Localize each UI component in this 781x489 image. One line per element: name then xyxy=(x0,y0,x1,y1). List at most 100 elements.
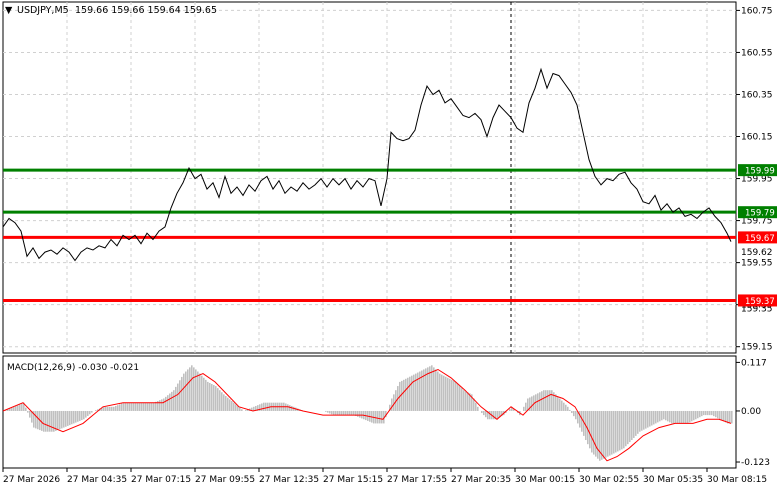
macd-bar xyxy=(419,371,421,411)
price-line xyxy=(2,67,732,262)
macd-bar xyxy=(421,370,423,411)
macd-bar xyxy=(531,396,533,411)
time-axis[interactable]: 27 Mar 2026 27 Mar 04:35 27 Mar 07:15 27 Ma… xyxy=(2,468,767,485)
macd-bar xyxy=(341,410,343,416)
macd-bar xyxy=(663,410,665,420)
macd-bar xyxy=(481,410,483,414)
macd-bar xyxy=(245,410,247,411)
macd-bar xyxy=(231,401,233,411)
macd-bar xyxy=(543,390,545,411)
macd-bar xyxy=(393,394,395,411)
time-tick-label: 27 Mar 20:35 xyxy=(451,475,511,485)
macd-bar xyxy=(117,405,119,411)
macd-bar xyxy=(233,402,235,411)
macd-bar xyxy=(95,410,97,411)
macd-bar xyxy=(681,410,683,424)
macd-bar xyxy=(351,410,353,416)
macd-bar xyxy=(561,400,563,411)
macd-bar xyxy=(89,410,91,415)
price-tick-label: 159.15 xyxy=(741,343,773,353)
macd-bar xyxy=(267,402,269,411)
macd-bar xyxy=(403,379,405,411)
macd-bar xyxy=(413,374,415,411)
price-panel[interactable] xyxy=(2,1,737,354)
macd-bar xyxy=(573,410,575,417)
macd-bar xyxy=(415,373,417,411)
macd-bar xyxy=(349,410,351,416)
macd-bar xyxy=(575,410,577,420)
macd-bar xyxy=(509,408,511,411)
macd-bar xyxy=(539,392,541,411)
resistance-upper-badge-label: 159.99 xyxy=(745,167,775,177)
macd-bar xyxy=(223,394,225,411)
macd-bar xyxy=(5,410,7,411)
macd-bar xyxy=(597,410,599,459)
macd-bar xyxy=(73,410,75,424)
macd-bar xyxy=(187,369,189,411)
symbol-dropdown-arrow[interactable]: ▼ xyxy=(5,5,13,16)
level-labels: 159.99 159.79 159.67 159.37 xyxy=(738,164,777,307)
macd-bar xyxy=(123,402,125,411)
macd-bar xyxy=(353,410,355,416)
macd-bar xyxy=(327,410,329,413)
macd-bar xyxy=(97,409,99,411)
macd-bar xyxy=(669,410,671,423)
macd-bar xyxy=(19,404,21,411)
time-tick-label: 27 Mar 09:55 xyxy=(195,475,255,485)
macd-bar xyxy=(105,406,107,411)
macd-bar xyxy=(395,390,397,411)
macd-bar xyxy=(417,372,419,411)
macd-bar xyxy=(51,410,53,432)
macd-bar xyxy=(227,397,229,411)
macd-bar xyxy=(673,410,675,424)
macd-bar xyxy=(605,410,607,458)
macd-bar xyxy=(427,367,429,411)
macd-bar xyxy=(671,410,673,424)
macd-bar xyxy=(593,410,595,455)
macd-bar xyxy=(87,410,89,416)
macd-bar xyxy=(355,410,357,416)
macd-bar xyxy=(289,405,291,411)
macd-bar xyxy=(451,379,453,411)
macd-bar xyxy=(631,410,633,441)
macd-bar xyxy=(435,369,437,411)
macd-bar xyxy=(611,410,613,455)
macd-bar xyxy=(567,406,569,411)
macd-bar xyxy=(577,410,579,424)
macd-bar xyxy=(69,410,71,426)
macd-bar xyxy=(655,410,657,424)
macd-bar xyxy=(579,410,581,428)
macd-bar xyxy=(467,392,469,411)
macd-bar xyxy=(699,410,701,418)
macd-bar xyxy=(205,379,207,411)
macd-bar xyxy=(441,374,443,411)
support-upper-badge-label: 159.67 xyxy=(745,234,775,244)
macd-bar xyxy=(359,410,361,418)
macd-bar xyxy=(601,410,603,460)
macd-bar xyxy=(357,410,359,417)
macd-bar xyxy=(189,367,191,411)
macd-bar xyxy=(657,410,659,423)
macd-bar xyxy=(81,410,83,421)
macd-bar xyxy=(197,371,199,411)
macd-bar xyxy=(633,410,635,438)
macd-bar xyxy=(167,395,169,411)
macd-bar xyxy=(259,404,261,411)
macd-bar xyxy=(501,410,503,417)
macd-bar xyxy=(495,410,497,420)
macd-bar xyxy=(651,410,653,426)
macd-bar xyxy=(729,410,731,424)
macd-bar xyxy=(91,410,93,413)
macd-bar xyxy=(265,402,267,411)
macd-bar xyxy=(497,410,499,419)
macd-bar xyxy=(487,410,489,420)
macd-bar xyxy=(145,402,147,411)
macd-bar xyxy=(523,406,525,411)
macd-bar xyxy=(207,381,209,411)
macd-bar xyxy=(587,410,589,445)
macd-bar xyxy=(173,390,175,411)
macd-bar xyxy=(695,410,697,420)
macd-bar xyxy=(17,405,19,411)
macd-bar xyxy=(583,410,585,436)
